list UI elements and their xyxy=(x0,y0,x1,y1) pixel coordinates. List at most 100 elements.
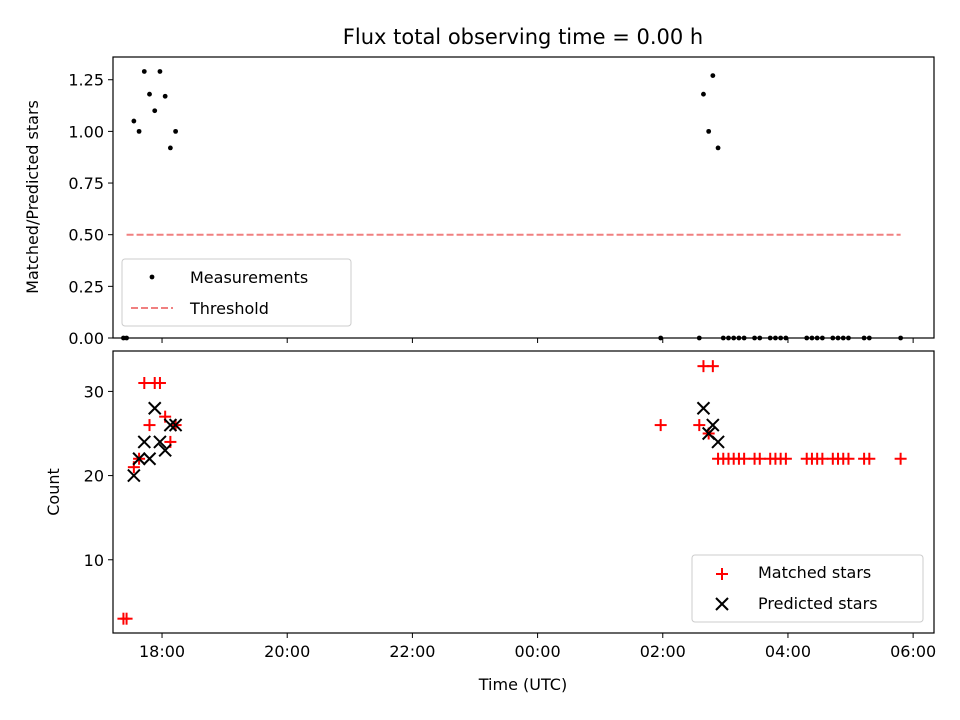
measurement-point xyxy=(173,128,178,134)
top-legend: Measurements Threshold xyxy=(121,258,352,327)
matched-star-point xyxy=(138,376,151,389)
matched-star-point xyxy=(863,452,876,465)
measurement-point xyxy=(804,335,810,341)
matched-star-point xyxy=(753,452,766,465)
measurement-point xyxy=(152,108,158,114)
measurement-point xyxy=(814,335,820,341)
measurement-point xyxy=(773,335,778,341)
measurement-point xyxy=(715,145,721,151)
measurement-point xyxy=(696,335,702,341)
legend-threshold-label: Threshold xyxy=(189,299,269,318)
matched-star-point xyxy=(816,452,829,465)
matched-star-point xyxy=(842,452,855,465)
bottom-legend: Matched stars Predicted stars xyxy=(691,554,924,623)
matched-star-point xyxy=(706,360,719,373)
top-plot-frame xyxy=(112,56,935,339)
bottom-y-axis-label: Count xyxy=(44,468,63,516)
measurement-point xyxy=(720,335,726,341)
legend-measurements-marker xyxy=(149,274,155,280)
measurement-point xyxy=(809,335,815,341)
measurement-point xyxy=(736,335,742,341)
predicted-star-point xyxy=(711,435,725,449)
top-x-ticks xyxy=(161,338,914,343)
top-legend-box xyxy=(121,258,352,327)
predicted-star-point xyxy=(142,452,157,466)
x-tick-label: 06:00 xyxy=(890,642,936,661)
legend-matched-marker xyxy=(716,568,728,580)
measurement-point xyxy=(124,335,129,341)
measurement-point xyxy=(701,91,706,97)
y-tick-label: 30 xyxy=(84,382,104,401)
measurement-point xyxy=(706,128,712,134)
matched-star-point xyxy=(779,452,792,465)
measurement-point xyxy=(866,335,872,341)
bottom-plot-frame xyxy=(112,350,935,634)
top-y-ticks: 0.00 0.25 0.50 0.75 1.00 1.25 xyxy=(68,71,113,348)
measurement-point xyxy=(131,118,137,124)
measurement-point xyxy=(741,335,747,341)
legend-predicted-marker xyxy=(715,597,729,611)
x-tick-label: 22:00 xyxy=(389,642,435,661)
x-axis-label: Time (UTC) xyxy=(478,675,567,694)
bottom-marks xyxy=(117,360,907,625)
legend-measurements-label: Measurements xyxy=(190,268,308,287)
top-panel: Matched/Predicted stars 0.00 0.25 0.50 0.75… xyxy=(23,56,935,348)
measurement-point xyxy=(731,335,737,341)
measurement-point xyxy=(658,335,664,341)
measurement-point xyxy=(778,335,784,341)
matched-star-point xyxy=(120,612,133,625)
measurement-point xyxy=(167,145,173,151)
predicted-star-point xyxy=(132,452,146,466)
matched-star-point xyxy=(654,419,667,432)
measurement-point xyxy=(783,335,789,341)
measurement-point xyxy=(898,335,904,341)
predicted-star-point xyxy=(168,418,183,432)
x-tick-label: 00:00 xyxy=(515,642,561,661)
legend-matched-label: Matched stars xyxy=(758,563,871,582)
bottom-panel: Count Time (UTC) 10 20 30 18:00 20:00 22:00 0… xyxy=(44,350,936,694)
predicted-star-point xyxy=(148,401,162,415)
measurement-point xyxy=(846,335,851,341)
predicted-star-point xyxy=(706,418,720,432)
y-tick-label: 1.25 xyxy=(68,71,104,90)
measurement-point xyxy=(157,69,163,74)
x-tick-label: 20:00 xyxy=(264,642,310,661)
predicted-star-point xyxy=(137,435,152,449)
predicted-star-point xyxy=(127,468,141,483)
y-tick-label: 0.75 xyxy=(68,174,104,193)
measurement-point xyxy=(136,128,142,134)
legend-predicted-label: Predicted stars xyxy=(758,594,878,613)
y-tick-label: 0.00 xyxy=(68,329,104,348)
y-tick-label: 20 xyxy=(84,467,104,486)
bottom-x-ticks: 18:00 20:00 22:00 00:00 02:00 04:00 06:00 xyxy=(139,633,936,661)
measurement-point xyxy=(840,335,846,341)
matched-star-point xyxy=(143,419,156,432)
bottom-y-ticks: 10 20 30 xyxy=(84,382,113,570)
measurement-point xyxy=(147,91,152,97)
measurement-point xyxy=(162,93,168,99)
predicted-star-point xyxy=(153,435,167,449)
measurement-point xyxy=(726,335,731,341)
predicted-star-point xyxy=(696,401,711,415)
x-tick-label: 02:00 xyxy=(640,642,686,661)
y-tick-label: 0.25 xyxy=(68,277,104,296)
matched-star-point xyxy=(153,376,166,389)
y-tick-label: 0.50 xyxy=(68,226,104,245)
measurement-point xyxy=(710,73,716,78)
measurement-point xyxy=(861,335,867,341)
measurement-point xyxy=(835,335,841,341)
predicted-star-point xyxy=(158,443,172,458)
top-y-axis-label: Matched/Predicted stars xyxy=(23,100,42,294)
measurement-point xyxy=(752,335,757,341)
measurement-point xyxy=(767,335,773,341)
measurement-point xyxy=(830,335,836,341)
measurement-point xyxy=(141,69,147,74)
chart-title: Flux total observing time = 0.00 h xyxy=(343,25,703,49)
bottom-legend-box xyxy=(691,554,924,623)
matched-star-point xyxy=(894,452,907,465)
x-tick-label: 18:00 xyxy=(139,642,185,661)
y-tick-label: 10 xyxy=(84,551,104,570)
y-tick-label: 1.00 xyxy=(68,122,104,141)
measurement-point xyxy=(819,335,825,341)
measurement-point xyxy=(757,335,763,341)
